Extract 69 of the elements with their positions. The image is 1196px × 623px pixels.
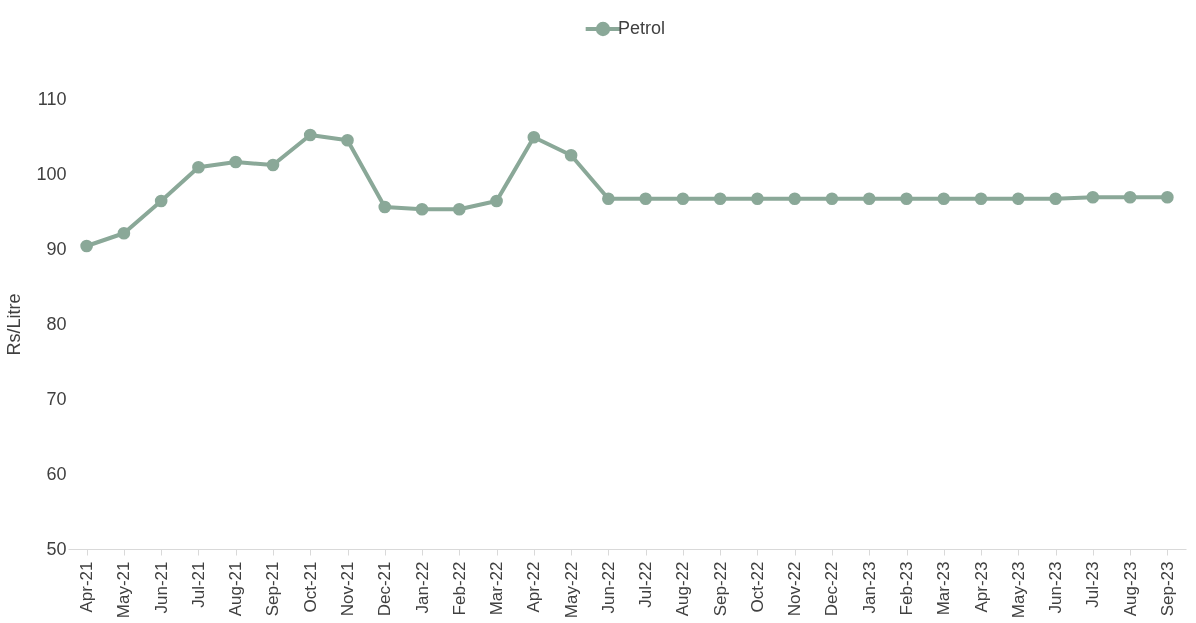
y-tick-label: 60 xyxy=(46,463,67,484)
x-tick-label: Apr-22 xyxy=(524,561,544,613)
x-tick-label: Aug-22 xyxy=(673,561,693,617)
x-tick-label: Aug-21 xyxy=(226,561,246,617)
point xyxy=(900,192,913,206)
y-tick-label: 100 xyxy=(36,163,67,184)
point xyxy=(788,192,802,206)
x-tick-label: Apr-23 xyxy=(971,561,991,613)
point xyxy=(80,239,93,253)
x-tick-label: Mar-23 xyxy=(934,561,954,616)
x-tick-label: Oct-21 xyxy=(300,561,320,613)
x-tick-label: Dec-21 xyxy=(375,561,395,617)
point xyxy=(527,130,541,144)
x-tick-label: Sep-23 xyxy=(1157,561,1177,617)
point xyxy=(341,133,354,147)
y-tick-label: 90 xyxy=(46,238,67,259)
point xyxy=(676,192,690,206)
x-tick-label: Jul-21 xyxy=(188,561,208,608)
y-tick-label: 80 xyxy=(46,313,67,334)
x-tick-label: Sep-21 xyxy=(263,561,283,617)
point xyxy=(713,192,727,206)
point xyxy=(154,194,168,208)
x-tick-label: Dec-22 xyxy=(822,561,842,617)
point xyxy=(378,200,392,214)
point xyxy=(1011,192,1025,206)
legend-label: Petrol xyxy=(618,18,666,38)
x-tick-label: Nov-21 xyxy=(338,561,357,617)
x-tick-label: Mar-22 xyxy=(487,561,507,616)
point xyxy=(974,192,988,206)
x-tick-label: Jul-22 xyxy=(636,561,656,608)
x-tick-label: Jan-23 xyxy=(859,561,879,614)
point xyxy=(564,148,578,162)
x-tick-label: Jul-23 xyxy=(1083,561,1103,608)
point xyxy=(266,158,280,172)
x-tick-label: Oct-22 xyxy=(747,561,767,613)
point xyxy=(1123,190,1137,204)
point xyxy=(1086,190,1100,204)
y-tick-label: 50 xyxy=(46,538,67,559)
x-tick-label: Jun-23 xyxy=(1046,561,1066,614)
x-tick-label: Feb-22 xyxy=(449,561,469,616)
x-tick-label: Feb-23 xyxy=(897,561,916,616)
x-tick-label: Apr-21 xyxy=(77,561,97,613)
point xyxy=(1161,190,1174,204)
point xyxy=(192,160,205,174)
point xyxy=(825,192,839,206)
point xyxy=(751,192,764,206)
x-tick-label: Aug-23 xyxy=(1120,561,1140,617)
point xyxy=(415,202,429,216)
point xyxy=(1049,192,1062,206)
x-tick-label: Jan-22 xyxy=(412,561,432,614)
point xyxy=(862,192,876,206)
point xyxy=(229,155,243,169)
x-tick-label: May-23 xyxy=(1008,561,1028,619)
y-axis-title: Rs/Litre xyxy=(4,293,25,356)
point xyxy=(452,202,466,216)
point xyxy=(117,226,131,240)
x-tick-label: Jun-21 xyxy=(151,561,171,614)
x-tick-label: Sep-22 xyxy=(710,561,730,617)
y-tick-label: 110 xyxy=(37,88,67,109)
point xyxy=(639,192,652,206)
x-tick-label: May-22 xyxy=(561,561,581,619)
point xyxy=(602,192,615,206)
point xyxy=(490,194,503,208)
x-tick-label: May-21 xyxy=(114,561,134,619)
x-tick-label: Nov-22 xyxy=(785,561,805,617)
y-tick-label: 70 xyxy=(46,388,67,409)
x-tick-label: Jun-22 xyxy=(598,561,618,614)
point xyxy=(937,192,951,206)
point xyxy=(303,128,317,142)
